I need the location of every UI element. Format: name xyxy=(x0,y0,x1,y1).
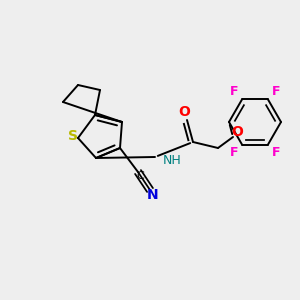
Text: C: C xyxy=(136,171,144,181)
Text: O: O xyxy=(231,125,243,139)
Text: N: N xyxy=(147,188,159,202)
Text: S: S xyxy=(68,129,78,143)
Text: F: F xyxy=(230,85,238,98)
Text: F: F xyxy=(272,146,280,159)
Text: O: O xyxy=(178,105,190,119)
Text: F: F xyxy=(230,146,238,159)
Text: F: F xyxy=(272,85,280,98)
Text: NH: NH xyxy=(163,154,182,166)
